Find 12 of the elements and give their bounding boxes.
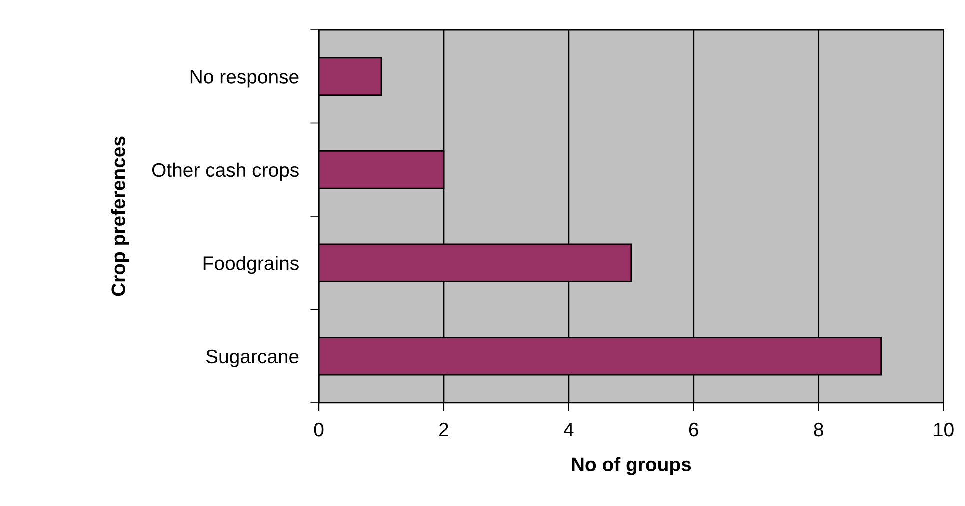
x-tick-label: 8 [814, 422, 824, 437]
y-tick-label: Other cash crops [152, 162, 299, 181]
y-tick-label: Foodgrains [204, 256, 299, 274]
y-axis-title: Crop preferences [111, 136, 130, 296]
y-tick-label: Sugarcane [206, 350, 299, 368]
x-tick-label: 4 [564, 423, 574, 437]
y-tick-label: No response [190, 70, 299, 88]
x-tick-label: 10 [934, 422, 954, 437]
x-axis-title: No of groups [572, 457, 692, 476]
x-tick-label: 2 [440, 422, 448, 437]
x-tick-label: 6 [689, 422, 698, 437]
x-tick-label: 0 [314, 422, 324, 437]
